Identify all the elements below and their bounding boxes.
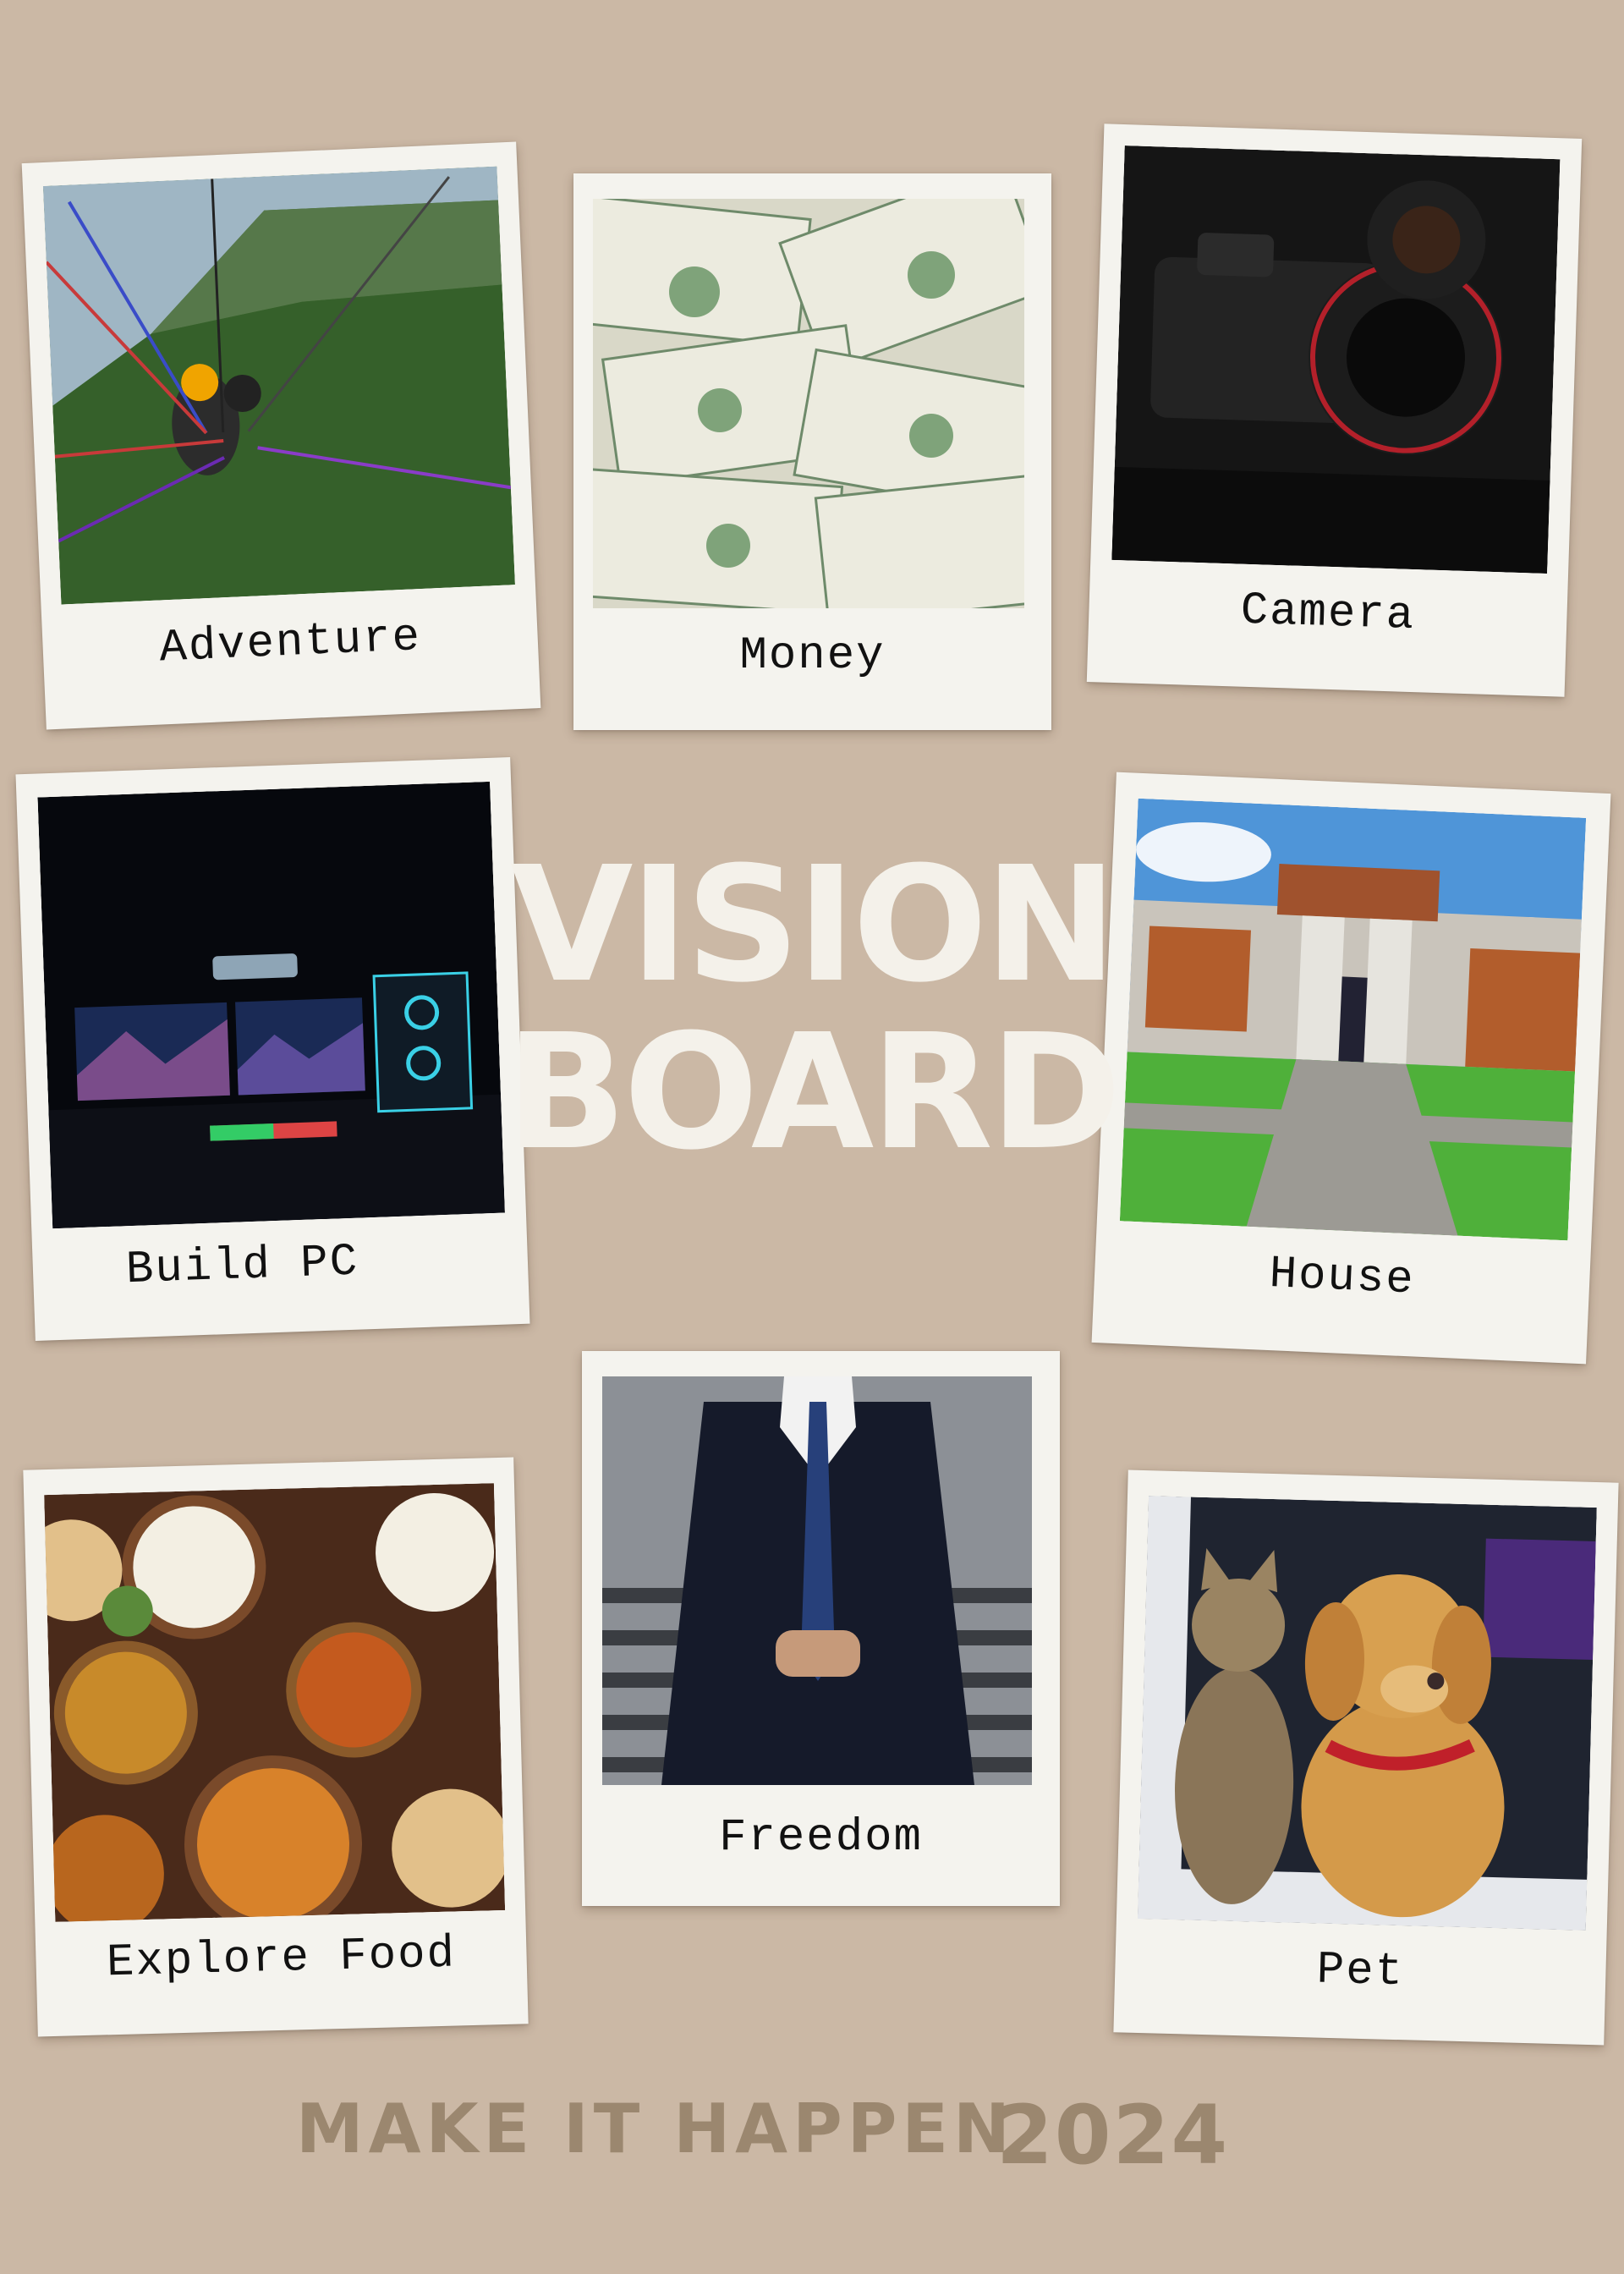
polaroid-build-pc: Build PC: [15, 756, 530, 1342]
money-photo: [593, 199, 1024, 608]
polaroid-explore-food: Explore Food: [23, 1457, 529, 2037]
pets-photo: [1137, 1496, 1597, 1931]
title-line-vision: VISION: [510, 832, 1117, 1018]
slogan: MAKE IT HAPPEN: [296, 2090, 1015, 2168]
businessman-photo: [602, 1376, 1032, 1785]
card-caption: Adventure: [158, 612, 423, 675]
polaroid-adventure: Adventure: [21, 141, 541, 730]
card-caption: Freedom: [719, 1812, 923, 1864]
polaroid-camera: Camera: [1086, 124, 1583, 697]
gaming-pc-photo: [37, 781, 505, 1229]
polaroid-freedom: Freedom: [582, 1351, 1060, 1906]
card-caption: Build PC: [124, 1236, 360, 1297]
house-photo: [1119, 798, 1587, 1241]
paragliding-photo: [42, 166, 515, 605]
card-caption: Explore Food: [106, 1928, 457, 1990]
card-caption: Camera: [1239, 585, 1417, 643]
year: 2024: [996, 2088, 1230, 2183]
camera-photo: [1111, 146, 1561, 574]
polaroid-pet: Pet: [1113, 1469, 1619, 2046]
card-caption: House: [1268, 1249, 1416, 1307]
title-line-board: BOARD: [505, 1000, 1122, 1185]
polaroid-money: Money: [573, 173, 1051, 730]
card-caption: Money: [739, 630, 886, 682]
food-photo: [44, 1483, 506, 1922]
card-caption: Pet: [1315, 1944, 1405, 1999]
polaroid-house: House: [1091, 772, 1611, 1365]
